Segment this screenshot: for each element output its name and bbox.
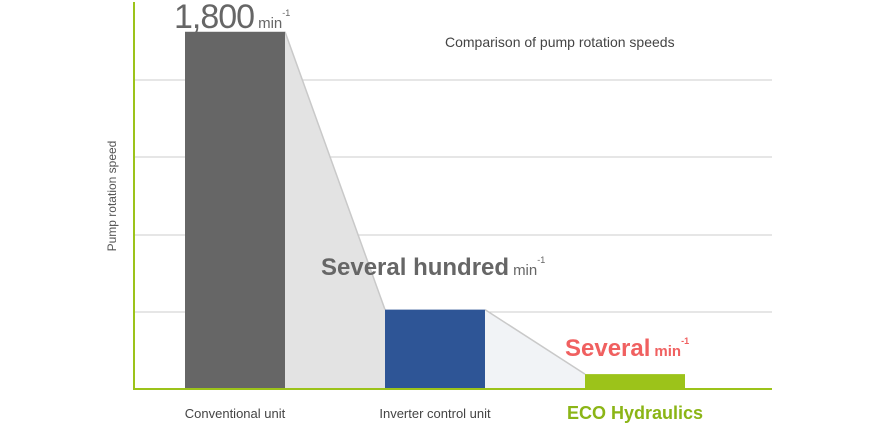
data-label-value: Several bbox=[565, 335, 651, 362]
data-label-unit: min-1 bbox=[513, 255, 546, 279]
connector-area bbox=[285, 31, 385, 390]
chart-title: Comparison of pump rotation speeds bbox=[445, 34, 675, 50]
y-axis-label: Pump rotation speed bbox=[105, 140, 119, 252]
data-label-exponent: -1 bbox=[681, 336, 690, 346]
data-label: Several min-1 bbox=[565, 337, 689, 361]
axes bbox=[133, 2, 772, 390]
data-label: Several hundred min-1 bbox=[321, 256, 545, 280]
data-label-unit: min-1 bbox=[258, 8, 291, 32]
x-tick-label: ECO Hydraulics bbox=[566, 403, 704, 423]
connector-area bbox=[485, 309, 585, 389]
data-label-exponent: -1 bbox=[537, 255, 546, 265]
data-label: 1,800 min-1 bbox=[174, 0, 290, 34]
x-tick-label: Inverter control unit bbox=[379, 406, 491, 421]
data-label-value: 1,800 bbox=[174, 0, 255, 36]
data-label-exponent: -1 bbox=[282, 8, 291, 18]
bar bbox=[185, 31, 285, 390]
connector-line bbox=[284, 31, 386, 310]
bar-connectors bbox=[284, 31, 586, 390]
x-tick-label: Conventional unit bbox=[184, 406, 286, 421]
data-label-value: Several hundred bbox=[321, 254, 510, 281]
data-label-unit: min-1 bbox=[654, 336, 690, 360]
bar bbox=[385, 309, 485, 389]
bar bbox=[585, 374, 685, 389]
bars bbox=[185, 31, 685, 390]
connector-line bbox=[484, 308, 586, 375]
